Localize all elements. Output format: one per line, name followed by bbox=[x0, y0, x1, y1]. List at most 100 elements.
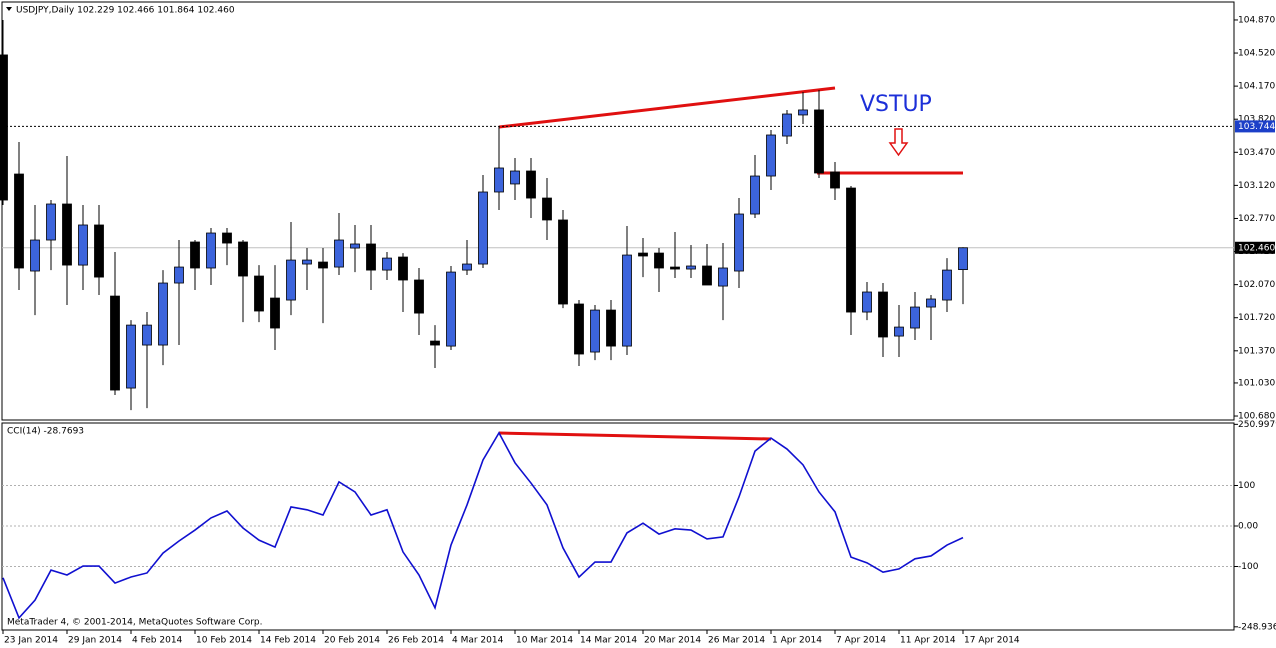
candle-body bbox=[46, 203, 56, 241]
candle-body bbox=[174, 266, 184, 284]
x-tick-label: 23 Jan 2014 bbox=[4, 636, 58, 646]
x-tick-label: 7 Apr 2014 bbox=[836, 636, 886, 646]
candle-body bbox=[350, 243, 360, 249]
candle-body bbox=[254, 275, 264, 312]
candle-body bbox=[526, 170, 536, 199]
candle-body bbox=[206, 232, 216, 269]
y-tick-label: 100.680 bbox=[1238, 412, 1275, 422]
trend-line bbox=[498, 86, 836, 129]
x-tick-label: 14 Feb 2014 bbox=[260, 636, 316, 646]
y-tick-label: 103.820 bbox=[1238, 115, 1275, 125]
candle-body bbox=[222, 232, 232, 244]
down-arrow bbox=[888, 128, 909, 157]
candle-body bbox=[910, 306, 920, 329]
candle-body bbox=[494, 167, 504, 193]
candle-body bbox=[302, 259, 312, 265]
indicator-trend-line bbox=[498, 431, 772, 441]
candle-body bbox=[750, 175, 760, 215]
x-tick-label: 1 Apr 2014 bbox=[772, 636, 822, 646]
candle-body bbox=[654, 252, 664, 269]
candle-body bbox=[894, 326, 904, 337]
x-tick-label: 20 Feb 2014 bbox=[324, 636, 380, 646]
y-tick-label: 104.870 bbox=[1238, 15, 1275, 25]
candle-body bbox=[926, 298, 936, 308]
x-tick-label: 11 Apr 2014 bbox=[900, 636, 956, 646]
footer: MetaTrader 4, © 2001-2014, MetaQuotes So… bbox=[7, 618, 263, 628]
drawings bbox=[498, 86, 963, 441]
candle-body bbox=[782, 113, 792, 137]
candle-body bbox=[846, 187, 856, 313]
candle-body bbox=[94, 224, 104, 278]
x-tick-label: 26 Mar 2014 bbox=[708, 636, 765, 646]
candle-body bbox=[622, 254, 632, 347]
y-tick-label: -100 bbox=[1238, 562, 1259, 572]
candle-body bbox=[814, 109, 824, 174]
y-tick-label: 101.370 bbox=[1238, 346, 1275, 356]
candle-body bbox=[798, 109, 808, 116]
candle-body bbox=[30, 239, 40, 272]
x-tick-label: 29 Jan 2014 bbox=[68, 636, 122, 646]
x-tick-label: 26 Feb 2014 bbox=[388, 636, 444, 646]
y-tick-label: 104.520 bbox=[1238, 49, 1275, 59]
candle-body bbox=[414, 279, 424, 314]
candle-body bbox=[110, 295, 120, 391]
x-tick-label: 17 Apr 2014 bbox=[964, 636, 1020, 646]
price-label-box bbox=[1235, 120, 1275, 133]
candle-body bbox=[190, 241, 200, 269]
candle-body bbox=[558, 219, 568, 305]
candle-body bbox=[542, 197, 552, 221]
y-tick-label: -248.9363 bbox=[1238, 622, 1276, 632]
x-tick-label: 4 Feb 2014 bbox=[132, 636, 183, 646]
candle-body bbox=[574, 303, 584, 355]
candle-body bbox=[462, 263, 472, 271]
candle-body bbox=[286, 259, 296, 301]
candle-body bbox=[126, 324, 136, 389]
candle-body bbox=[766, 134, 776, 177]
y-tick-label: 103.120 bbox=[1238, 181, 1275, 191]
x-tick-label: 4 Mar 2014 bbox=[452, 636, 504, 646]
candle-body bbox=[62, 203, 72, 266]
candle-body bbox=[430, 340, 440, 346]
indicator-title: CCI(14) -28.7693 bbox=[7, 427, 84, 437]
candle-body bbox=[366, 243, 376, 271]
candle-body bbox=[718, 267, 728, 287]
chart-title: USDJPY,Daily 102.229 102.466 101.864 102… bbox=[16, 6, 235, 16]
candle-body bbox=[334, 239, 344, 268]
candle-body bbox=[606, 309, 616, 347]
candle-body bbox=[158, 282, 168, 346]
y-tick-label: 103.470 bbox=[1238, 148, 1275, 158]
price-label-box bbox=[1235, 241, 1275, 254]
candle-body bbox=[270, 297, 280, 329]
y-tick-label: 101.720 bbox=[1238, 313, 1275, 323]
candle-body bbox=[942, 269, 952, 301]
candle-body bbox=[398, 256, 408, 281]
price-label: 102.460 bbox=[1238, 243, 1275, 253]
price-label: 103.744 bbox=[1238, 122, 1275, 132]
candle-body bbox=[78, 224, 88, 266]
candle-body bbox=[734, 213, 744, 272]
x-tick-label: 10 Mar 2014 bbox=[516, 636, 573, 646]
candle-body bbox=[638, 252, 648, 257]
indicator-panel bbox=[1, 422, 1235, 631]
candle-body bbox=[478, 191, 488, 265]
candle-body bbox=[0, 54, 8, 201]
y-tick-label: 102.770 bbox=[1238, 214, 1275, 224]
candle-body bbox=[382, 257, 392, 271]
candle-body bbox=[446, 271, 456, 347]
y-tick-label: 0.00 bbox=[1238, 521, 1258, 531]
x-tick-label: 14 Mar 2014 bbox=[580, 636, 637, 646]
candle-body bbox=[238, 241, 248, 277]
y-tick-label: 102.070 bbox=[1238, 280, 1275, 290]
candle-body bbox=[830, 171, 840, 189]
candle-body bbox=[686, 265, 696, 270]
main-panel bbox=[1, 1, 1235, 421]
candle-body bbox=[702, 265, 712, 286]
candle-body bbox=[958, 247, 968, 271]
candle-body bbox=[142, 324, 152, 346]
candle-body bbox=[590, 309, 600, 353]
y-tick-label: 104.170 bbox=[1238, 82, 1275, 92]
candle-body bbox=[878, 291, 888, 338]
candle-body bbox=[14, 173, 24, 269]
